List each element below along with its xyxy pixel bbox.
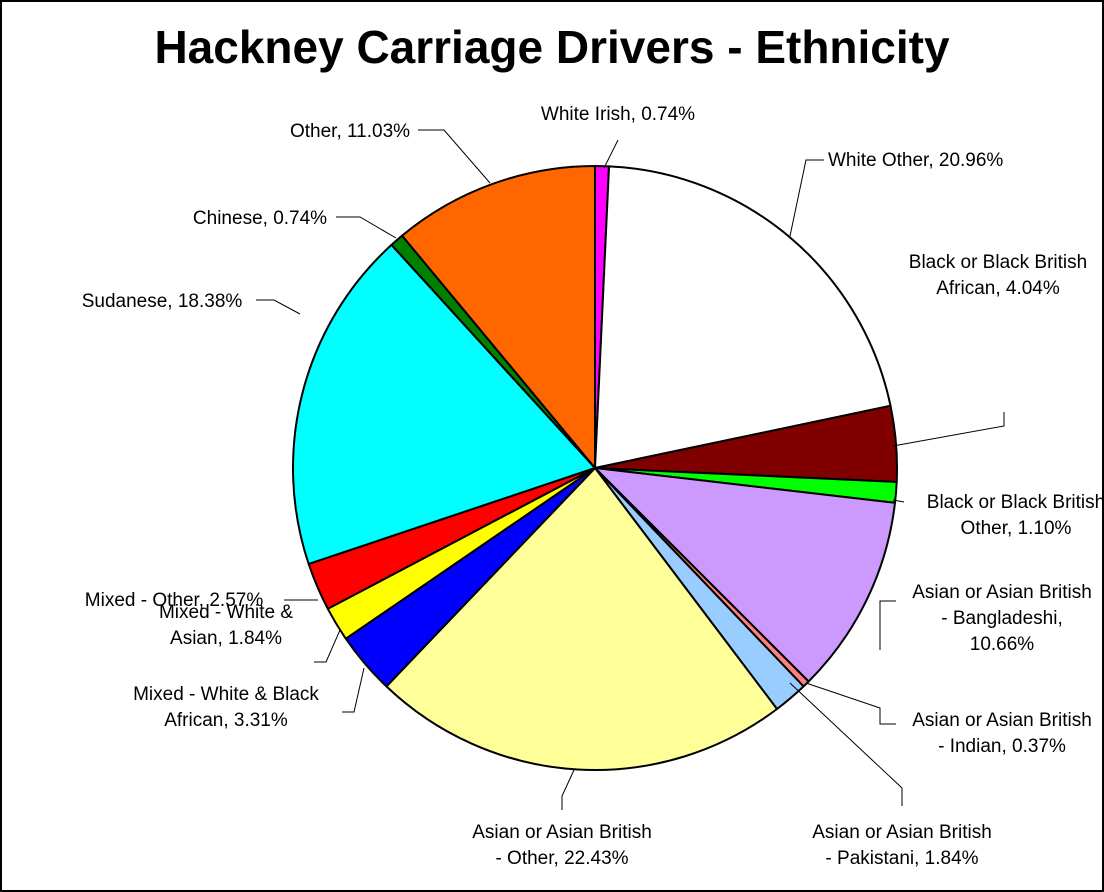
- slice-label-4: Asian or Asian British - Bangladeshi, 10.6…: [912, 582, 1092, 655]
- slice-label-line: Asian or Asian British: [912, 582, 1092, 603]
- leader-line-8: [342, 667, 365, 713]
- slice-label-13: Other, 11.03%: [290, 121, 410, 142]
- slice-label-line: Mixed - Other, 2.57%: [85, 590, 264, 611]
- leader-line-7: [561, 769, 575, 810]
- slice-label-12: Chinese, 0.74%: [193, 208, 327, 229]
- slice-label-line: Sudanese, 18.38%: [82, 291, 243, 312]
- slice-label-line: - Other, 22.43%: [495, 848, 628, 869]
- leader-line-0: [603, 139, 619, 169]
- slice-label-line: Other, 1.10%: [961, 518, 1072, 539]
- slice-label-line: - Indian, 0.37%: [938, 736, 1066, 757]
- slice-label-line: African, 3.31%: [164, 710, 288, 731]
- slice-label-line: White Irish, 0.74%: [541, 104, 695, 125]
- slice-label-line: White Other, 20.96%: [828, 150, 1003, 171]
- slice-label-5: Asian or Asian British - Indian, 0.37%: [912, 710, 1092, 757]
- slice-label-11: Sudanese, 18.38%: [82, 291, 243, 312]
- slice-label-line: Chinese, 0.74%: [193, 208, 327, 229]
- slice-label-line: 10.66%: [970, 634, 1035, 655]
- leader-line-13: [418, 129, 491, 184]
- slice-label-1: White Other, 20.96%: [828, 150, 1003, 171]
- leader-line-11: [256, 299, 301, 315]
- leader-line-6: [789, 682, 903, 806]
- slice-label-line: Black or Black British: [927, 492, 1104, 513]
- slice-label-line: Asian or Asian British: [472, 822, 652, 843]
- slice-label-line: African, 4.04%: [936, 278, 1060, 299]
- slice-label-line: Asian or Asian British: [812, 822, 992, 843]
- leader-line-9: [314, 629, 341, 663]
- slice-label-8: Mixed - White & Black African, 3.31%: [133, 684, 319, 731]
- slice-label-0: White Irish, 0.74%: [541, 104, 695, 125]
- pie-slice-11: [292, 243, 596, 565]
- leader-line-12: [336, 216, 397, 239]
- pie-slice-4: [594, 467, 896, 683]
- slice-label-3: Black or Black British Other, 1.10%: [927, 492, 1104, 539]
- slice-label-line: - Bangladeshi,: [941, 608, 1062, 629]
- slice-label-line: Asian or Asian British: [912, 710, 1092, 731]
- slice-label-line: Asian, 1.84%: [170, 628, 282, 649]
- leader-line-2: [892, 412, 1005, 447]
- slice-label-2: Black or Black British African, 4.04%: [909, 252, 1087, 299]
- slice-label-6: Asian or Asian British - Pakistani, 1.84%: [812, 822, 992, 869]
- slice-label-line: Other, 11.03%: [290, 121, 410, 142]
- leader-line-3: [892, 499, 905, 503]
- slice-label-line: Mixed - White & Black: [133, 684, 319, 705]
- slice-label-10: Mixed - Other, 2.57%: [85, 590, 264, 611]
- slice-label-line: Mixed - White &: [159, 602, 293, 623]
- slice-label-line: - Pakistani, 1.84%: [825, 848, 978, 869]
- slice-label-9: Mixed - White & Asian, 1.84%: [159, 602, 293, 649]
- leader-line-4: [879, 600, 896, 650]
- pie-slice-7: [385, 467, 778, 771]
- chart-title: Hackney Carriage Drivers - Ethnicity: [154, 21, 950, 73]
- slice-label-line: Black or Black British: [909, 252, 1087, 273]
- pie-slice-13: [401, 165, 596, 469]
- leader-line-5: [805, 682, 896, 725]
- leader-line-1: [789, 159, 824, 237]
- slice-label-7: Asian or Asian British - Other, 22.43%: [472, 822, 652, 869]
- pie-slice-1: [594, 165, 892, 469]
- pie-labels: White Irish, 0.74% White Other, 20.96% Bla…: [82, 104, 1104, 869]
- pie-slices: [292, 165, 899, 771]
